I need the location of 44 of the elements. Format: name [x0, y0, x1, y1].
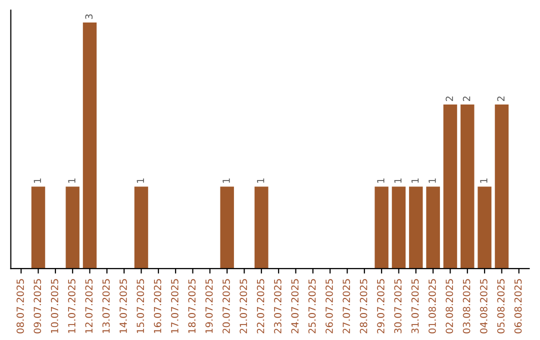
- x-tick-label: 16.07.2025: [154, 279, 162, 333]
- x-tick-label: 11.07.2025: [68, 279, 76, 333]
- x-tick-label: 29.07.2025: [377, 279, 384, 334]
- x-tick-label: 13.07.2025: [102, 279, 110, 333]
- x-tick-label: 15.07.2025: [136, 279, 144, 333]
- data-label: 2: [497, 96, 504, 102]
- data-label: 1: [257, 178, 264, 183]
- data-label: 2: [446, 96, 453, 102]
- x-tick-label: 09.07.2025: [34, 279, 42, 334]
- x-tick-label: 24.07.2025: [291, 279, 299, 334]
- x-tick-label: 27.07.2025: [342, 279, 350, 334]
- x-tick-label: 10.07.2025: [50, 279, 58, 333]
- x-tick-label: 23.07.2025: [274, 279, 282, 334]
- x-tick-label: 02.08.2025: [446, 279, 454, 334]
- x-tick-label: 12.07.2025: [85, 279, 93, 333]
- x-tick-label: 20.07.2025: [222, 279, 230, 334]
- data-label: 1: [428, 178, 436, 183]
- x-tick-label: 08.07.2025: [16, 279, 24, 334]
- x-tick-label: 01.08.2025: [428, 279, 436, 334]
- x-tick-label: 19.07.2025: [205, 279, 213, 333]
- x-tick-label: 05.08.2025: [497, 279, 505, 334]
- x-tick-label: 31.07.2025: [411, 279, 419, 334]
- x-tick-label: 06.08.2025: [514, 279, 522, 334]
- x-tick-label: 30.07.2025: [394, 279, 402, 334]
- data-label: 3: [85, 14, 93, 19]
- x-tick-label: 22.07.2025: [256, 279, 264, 334]
- x-tick-label: 26.07.2025: [326, 279, 333, 334]
- data-label: 1: [136, 178, 144, 183]
- data-label: 1: [377, 178, 384, 183]
- x-tick-label: 18.07.2025: [188, 279, 196, 333]
- x-tick-label: 17.07.2025: [171, 279, 178, 333]
- data-label: 1: [68, 178, 76, 183]
- data-label: 1: [480, 178, 488, 183]
- data-label: 2: [462, 96, 470, 102]
- data-label: 1: [394, 178, 402, 183]
- x-tick-label: 28.07.2025: [360, 279, 368, 334]
- data-label: 1: [34, 178, 41, 183]
- data-label: 1: [222, 178, 230, 183]
- x-tick-label: 14.07.2025: [120, 279, 127, 333]
- x-tick-label: 21.07.2025: [240, 279, 248, 334]
- x-tick-label: 04.08.2025: [480, 279, 488, 334]
- data-label: 1: [412, 178, 419, 183]
- x-tick-label: 03.08.2025: [462, 279, 470, 334]
- x-tick-label: 25.07.2025: [308, 279, 316, 334]
